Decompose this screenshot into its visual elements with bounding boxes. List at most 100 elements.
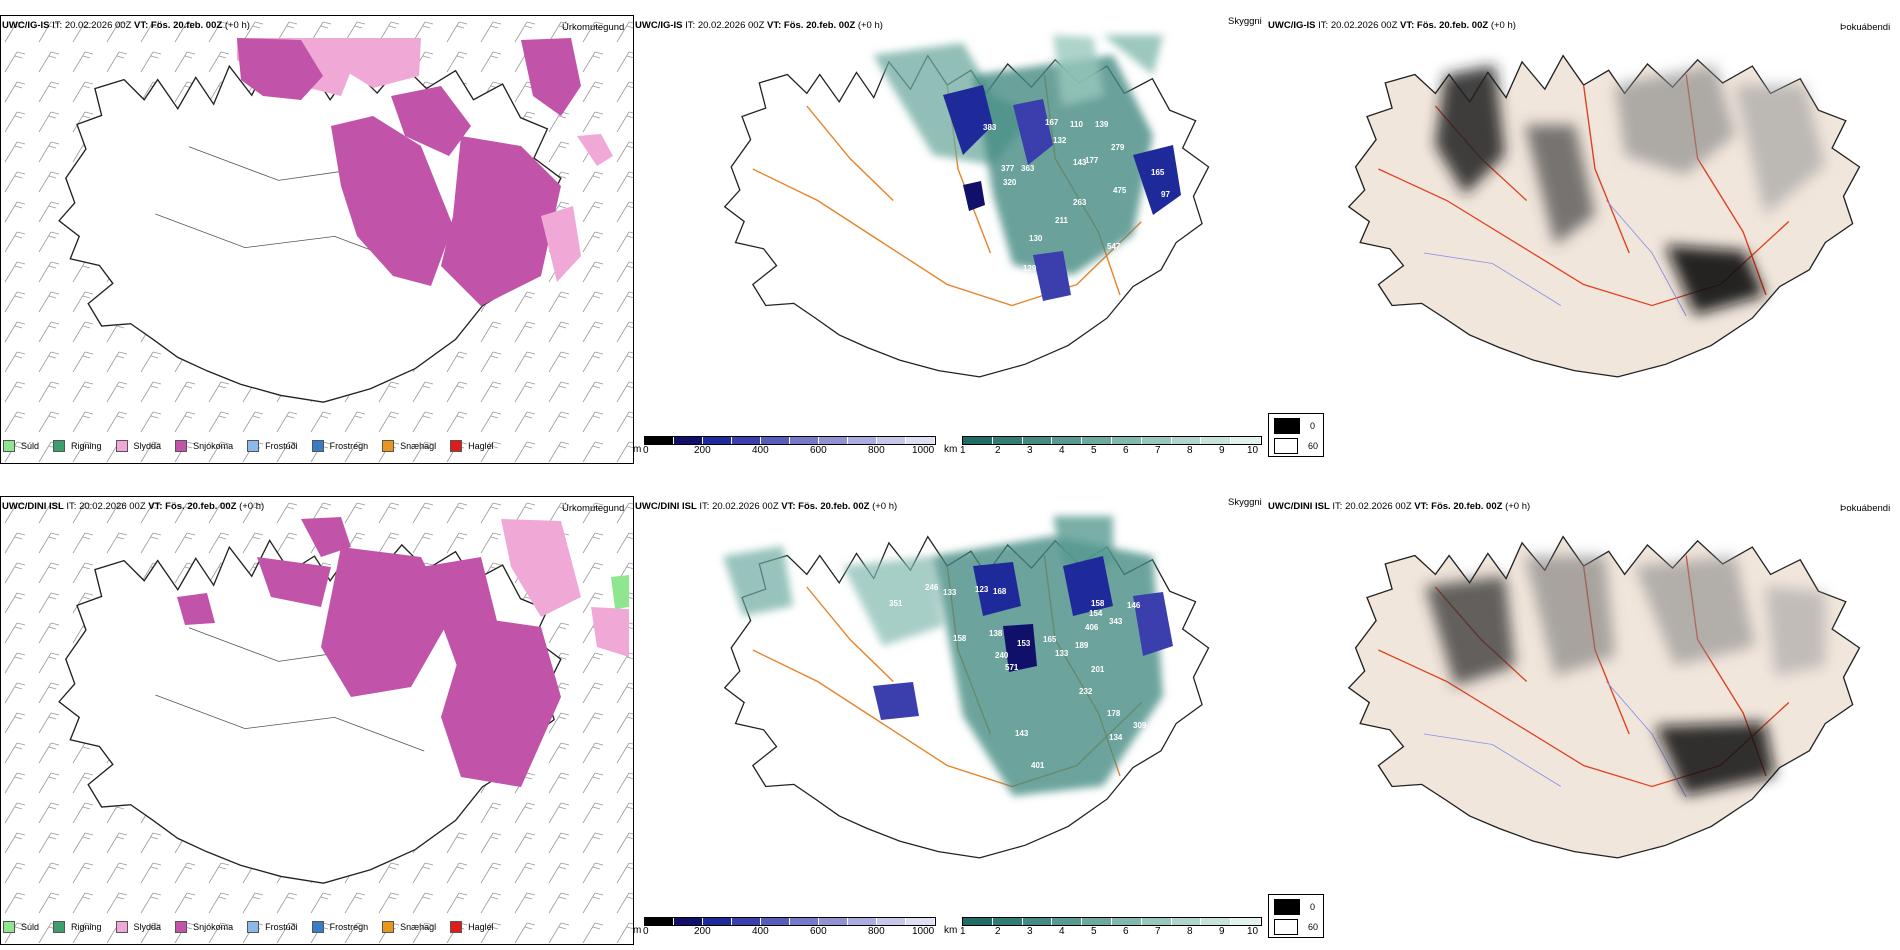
svg-text:133: 133 [1055,649,1069,658]
svg-text:139: 139 [1095,120,1109,129]
visibility-colorbar-cells [962,917,1262,926]
visibility-map-top: 383 167 110 139 132 377 363 320 279 177 … [724,35,1210,378]
svg-text:165: 165 [1151,168,1165,177]
svg-text:547: 547 [1107,242,1121,251]
legend-item-sleet: Slydda [115,440,161,452]
legend-item-drizzle: Súld [3,921,39,933]
svg-text:143: 143 [1015,729,1029,738]
fog-legend-top: 0 60 [1268,413,1324,457]
precip-type-panel-top: Súld Rigning Slydda Snjókoma Frostúði Fr… [0,15,634,464]
ceiling-labels-bottom: 351 246 133 123 168 158 240 571 153 165 … [889,583,1184,770]
visibility-panel-top: 383 167 110 139 132 377 363 320 279 177 … [633,15,1263,460]
legend-item-drizzle: Súld [3,440,39,452]
header-precip-bottom: UWC/DINI ISL IT: 20.02.2026 00Z VT: Fös.… [2,501,265,512]
svg-text:343: 343 [1109,617,1123,626]
ceiling-shading-top [943,85,1181,301]
svg-text:240: 240 [995,651,1009,660]
legend-item-freezing-rain: Frostregn [311,921,368,933]
svg-text:146: 146 [1127,601,1141,610]
ceiling-unit: m [633,925,642,936]
precip-title-top: Úrkomutegund [562,22,625,33]
legend-item-freezing-rain: Frostregn [311,440,368,452]
svg-text:125: 125 [945,725,959,734]
visibility-colorbar-top: km 1 2 3 4 5 6 7 8 9 10 [944,436,1262,457]
svg-text:167: 167 [1045,118,1059,127]
svg-text:143: 143 [1073,158,1087,167]
precip-map-top [1,16,633,463]
precip-legend-top: Súld Rigning Slydda Snjókoma Frostúði Fr… [3,440,508,452]
header-fog-top: UWC/IG-IS IT: 20.02.2026 00Z VT: Fös. 20… [1268,20,1516,31]
fog-title-top: Þokuábendi [1840,22,1891,33]
svg-text:279: 279 [1111,143,1125,152]
svg-text:138: 138 [989,629,1003,638]
precip-title-bottom: Úrkomutegund [562,503,625,514]
svg-text:383: 383 [983,123,997,132]
svg-text:261: 261 [1115,264,1129,273]
legend-item-snow-pellets: Snæhagl [382,440,436,452]
legend-item-sleet: Slydda [115,921,161,933]
svg-text:133: 133 [943,588,957,597]
visibility-unit: km [944,444,958,455]
svg-text:134: 134 [1109,733,1123,742]
legend-item-freezing-drizzle: Frostúði [247,921,298,933]
visibility-colorbar-cells [962,436,1262,445]
svg-text:153: 153 [1017,639,1031,648]
fog-legend-bottom: 0 60 [1268,894,1324,938]
ceiling-colorbar-cells [644,917,936,926]
header-visibility-bottom: UWC/DINI ISL IT: 20.02.2026 00Z VT: Fös.… [635,501,898,512]
visibility-title-bottom: Skyggni [1228,497,1262,508]
legend-item-rain: Rigning [53,440,102,452]
visibility-unit: km [944,925,958,936]
fog-panel-top [1265,15,1900,455]
header-visibility-top: UWC/IG-IS IT: 20.02.2026 00Z VT: Fös. 20… [635,20,883,31]
ceiling-colorbar-top: m 0 200 400 600 800 1000 [633,436,936,457]
svg-text:406: 406 [1085,623,1099,632]
svg-text:211: 211 [1055,216,1068,225]
fog-shading-bottom [1425,556,1825,796]
fog-shading-top [1435,65,1825,315]
legend-item-freezing-drizzle: Frostúði [247,440,298,452]
ceiling-unit: m [633,444,642,455]
svg-text:475: 475 [1113,186,1127,195]
svg-text:202: 202 [1063,296,1077,305]
svg-text:377: 377 [1001,164,1015,173]
ceiling-colorbar-bottom: m 0 200 400 600 800 1000 [633,917,936,938]
svg-text:165: 165 [1043,635,1057,644]
ceiling-shading-bottom [873,556,1173,720]
fog-map-bottom [1348,535,1861,859]
svg-text:158: 158 [953,634,967,643]
svg-text:189: 189 [1075,641,1089,650]
svg-text:401: 401 [1031,761,1045,770]
svg-text:97: 97 [1161,190,1170,199]
precip-map-bottom [1,497,633,944]
legend-item-snow: Snjókoma [175,440,233,452]
svg-text:201: 201 [1091,665,1105,674]
legend-item-hail: Haglél [450,440,494,452]
snow-areas-bottom [177,517,629,787]
svg-text:571: 571 [1005,663,1019,672]
svg-text:129: 129 [1023,264,1037,273]
header-fog-bottom: UWC/DINI ISL IT: 20.02.2026 00Z VT: Fös.… [1268,501,1531,512]
precip-legend-bottom: Súld Rigning Slydda Snjókoma Frostúði Fr… [3,921,508,933]
ceiling-labels-top: 383 167 110 139 132 377 363 320 279 177 … [983,118,1171,305]
svg-text:158: 158 [1091,599,1105,608]
svg-text:123: 123 [975,585,989,594]
fog-title-bottom: Þokuábendi [1840,503,1891,514]
legend-item-snow: Snjókoma [175,921,233,933]
svg-text:263: 263 [1073,198,1087,207]
svg-text:154: 154 [1089,609,1103,618]
svg-text:168: 168 [993,587,1007,596]
svg-text:132: 132 [1053,136,1067,145]
svg-text:177: 177 [1085,156,1099,165]
svg-text:130: 130 [1029,234,1043,243]
svg-text:178: 178 [1107,709,1121,718]
visibility-colorbar-bottom: km 1 2 3 4 5 6 7 8 9 10 [944,917,1262,938]
legend-item-snow-pellets: Snæhagl [382,921,436,933]
svg-text:351: 351 [889,599,903,608]
svg-text:320: 320 [1003,178,1017,187]
svg-text:246: 246 [925,583,939,592]
header-precip-top: UWC/IG-IS IT: 20.02.2026 00Z VT: Fös. 20… [2,20,250,31]
svg-text:232: 232 [1079,687,1093,696]
legend-item-rain: Rigning [53,921,102,933]
svg-text:110: 110 [1070,120,1083,129]
